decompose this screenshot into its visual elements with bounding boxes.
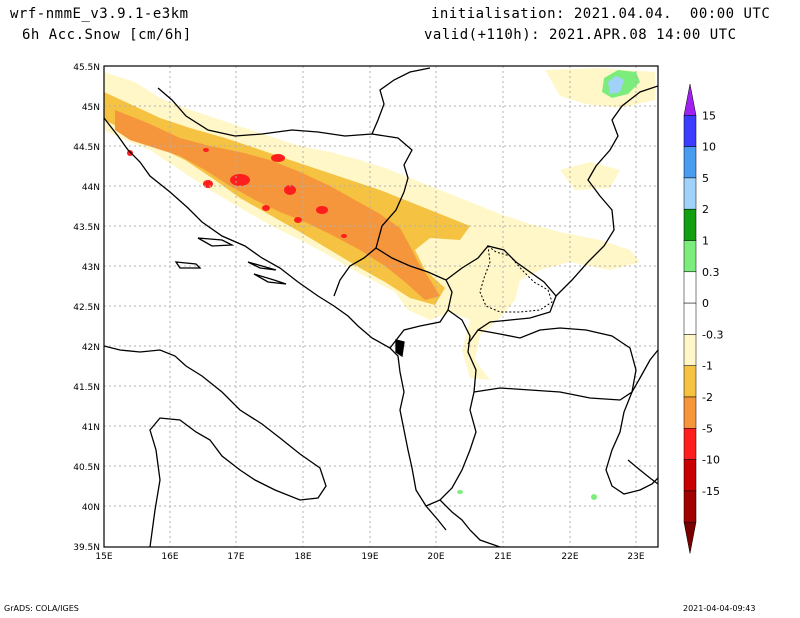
map-frame	[103, 65, 659, 548]
legend-triangle-bottom	[683, 521, 697, 554]
snow-contour-heavy	[115, 110, 440, 300]
legend-triangle-top	[683, 83, 697, 116]
lat-label: 45N	[82, 103, 100, 113]
snow-field	[104, 68, 655, 500]
valid-time: valid(+110h): 2021.APR.08 14:00 UTC	[424, 27, 737, 43]
lat-label: 42N	[82, 343, 100, 353]
italy-coastline	[104, 345, 327, 547]
lat-label: 41N	[82, 423, 100, 433]
lon-label: 17E	[227, 552, 244, 562]
legend-level-label: 0	[702, 297, 709, 310]
croatian-islands	[197, 237, 235, 247]
coastlines-borders	[104, 67, 658, 547]
croatian-islands	[247, 261, 277, 271]
macedonia-border	[477, 327, 637, 393]
lat-label: 45.5N	[73, 63, 100, 73]
legend-swatch	[683, 208, 697, 241]
lat-label: 40N	[82, 503, 100, 513]
legend-level-label: 0.3	[702, 266, 720, 279]
map-grid	[104, 66, 658, 547]
legend-swatch	[683, 271, 697, 304]
lat-label: 39.5N	[73, 543, 100, 553]
croatian-islands	[174, 261, 202, 269]
initialisation-time: initialisation: 2021.04.04. 00:00 UTC	[431, 6, 771, 22]
aegean-coast	[605, 391, 658, 495]
legend-swatch	[683, 490, 697, 523]
lon-label: 20E	[427, 552, 444, 562]
legend-level-label: 10	[702, 141, 716, 154]
kosovo-border	[445, 245, 557, 345]
albania-border	[425, 309, 477, 507]
legend-swatch	[683, 177, 697, 210]
lat-label: 41.5N	[73, 383, 100, 393]
montenegro-border	[375, 247, 453, 349]
lat-label: 44N	[82, 183, 100, 193]
legend-level-label: 5	[702, 172, 709, 185]
lon-label: 22E	[561, 552, 578, 562]
legend-swatch	[683, 240, 697, 273]
croatian-islands	[253, 273, 287, 285]
variable-title: 6h Acc.Snow [cm/6h]	[22, 27, 192, 43]
legend-swatch	[683, 115, 697, 147]
snow-positive-patch-strong	[608, 76, 624, 94]
lon-label: 16E	[161, 552, 178, 562]
legend-level-label: -10	[702, 454, 720, 467]
legend-level-label: 15	[702, 109, 716, 122]
legend-swatch	[683, 334, 697, 366]
lat-label: 43.5N	[73, 223, 100, 233]
legend-level-label: -1	[702, 360, 713, 373]
legend-level-label: -15	[702, 485, 720, 498]
greece-coast	[439, 499, 501, 547]
lat-label: 42.5N	[73, 303, 100, 313]
plot-timestamp: 2021-04-04-09:43	[683, 604, 756, 613]
shkoder-lake	[395, 339, 405, 358]
latitude-labels: 45.5N 45N 44.5N 44N 43.5N 43N 42.5N 42N …	[73, 63, 100, 553]
legend-level-label: 1	[702, 235, 709, 248]
lon-label: 23E	[627, 552, 644, 562]
legend-level-label: 2	[702, 203, 709, 216]
legend-swatch	[683, 365, 697, 398]
lon-label: 15E	[95, 552, 112, 562]
snow-contour-extreme	[127, 148, 347, 238]
serbia-north-border	[371, 67, 431, 135]
snow-positive-spots	[457, 490, 597, 500]
lon-label: 18E	[294, 552, 311, 562]
greek-islands	[627, 459, 658, 485]
legend-swatch	[683, 302, 697, 335]
bulgaria-border	[555, 85, 658, 297]
legend-level-label: -0.3	[702, 328, 723, 341]
color-legend: 15 10 5 2 1 0.3 0 -0.3 -1 -2 -5 -10 -15	[683, 83, 723, 554]
bosnia-border-north	[157, 87, 413, 193]
lon-label: 19E	[361, 552, 378, 562]
lon-label: 21E	[494, 552, 511, 562]
legend-swatch	[683, 396, 697, 429]
legend-level-label: -2	[702, 391, 713, 404]
longitude-labels: 15E 16E 17E 18E 19E 20E 21E 22E 23E	[95, 552, 644, 562]
legend-swatch	[683, 146, 697, 179]
legend-swatch	[683, 428, 697, 460]
greece-border	[473, 349, 658, 401]
model-title: wrf-nmmE_v3.9.1-e3km	[10, 6, 189, 22]
lat-label: 40.5N	[73, 463, 100, 473]
lat-label: 43N	[82, 263, 100, 273]
grads-credit: GrADS: COLA/IGES	[4, 604, 79, 613]
snow-contour-light	[545, 68, 655, 108]
legend-swatch	[683, 459, 697, 492]
adriatic-coastline	[104, 117, 447, 531]
lat-label: 44.5N	[73, 143, 100, 153]
legend-level-label: -5	[702, 422, 713, 435]
serbia-border	[333, 191, 405, 297]
